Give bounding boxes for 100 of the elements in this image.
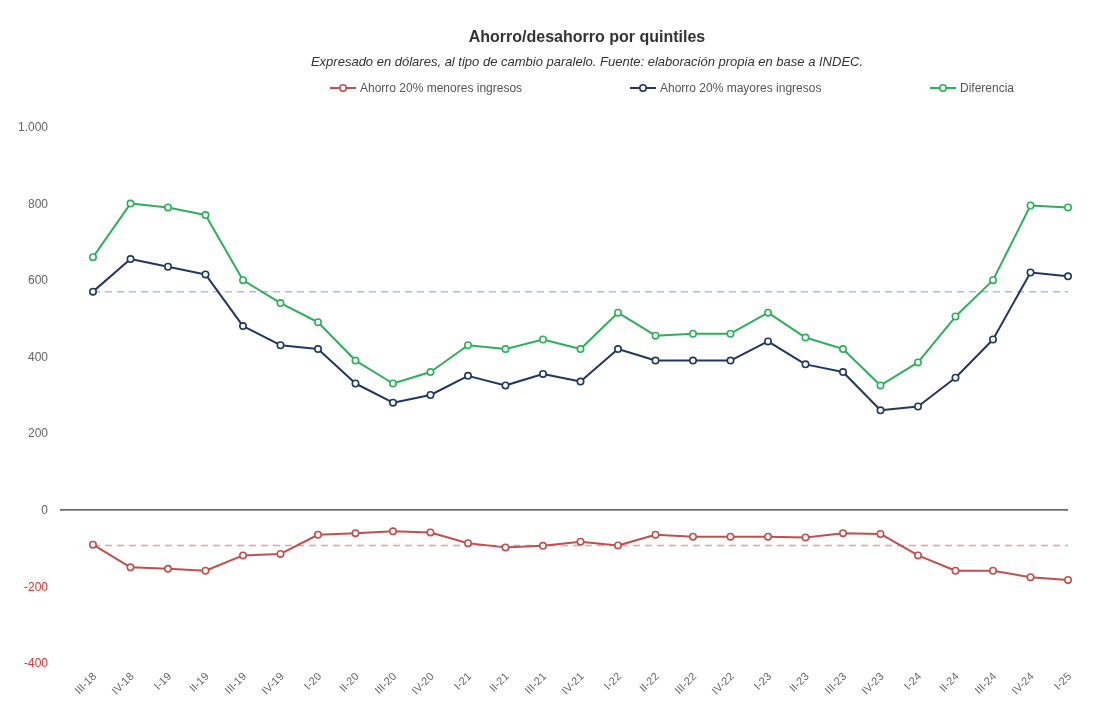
point xyxy=(876,529,885,538)
point xyxy=(164,203,172,212)
point xyxy=(351,529,360,538)
y-tick-label: 400 xyxy=(27,349,49,364)
point xyxy=(501,345,510,354)
point xyxy=(651,356,660,365)
point xyxy=(726,532,735,541)
point xyxy=(614,541,622,550)
y-tick-label: 1.000 xyxy=(17,120,49,135)
x-tick-label: I-19 xyxy=(151,669,174,692)
point xyxy=(1026,573,1035,582)
point xyxy=(989,335,997,344)
y-tick-label: -400 xyxy=(23,656,49,671)
point xyxy=(989,276,997,285)
x-tick-label: I-23 xyxy=(751,669,774,692)
point xyxy=(801,360,810,369)
point xyxy=(351,356,360,365)
point xyxy=(351,379,360,388)
point xyxy=(1026,201,1035,210)
point xyxy=(764,337,772,346)
x-tick-label: I-21 xyxy=(451,669,474,692)
point xyxy=(689,356,697,365)
point xyxy=(576,345,585,354)
y-tick-label: 600 xyxy=(27,273,49,288)
legend-label: Ahorro 20% mayores ingresos xyxy=(660,81,822,96)
point xyxy=(651,331,660,340)
point xyxy=(839,529,847,538)
point xyxy=(389,398,397,407)
x-tick-label: I-20 xyxy=(301,669,324,692)
point xyxy=(1026,268,1035,277)
point xyxy=(201,566,210,575)
chart-title: Ahorro/desahorro por quintiles xyxy=(468,28,706,45)
point xyxy=(801,333,810,342)
point xyxy=(576,537,585,546)
point xyxy=(201,211,210,220)
point xyxy=(989,566,997,575)
point xyxy=(539,369,547,378)
y-tick-label: 0 xyxy=(41,503,49,518)
point xyxy=(276,341,285,350)
point xyxy=(239,322,247,331)
point xyxy=(389,379,397,388)
point xyxy=(126,199,135,208)
point xyxy=(164,262,172,271)
point xyxy=(464,539,472,548)
point xyxy=(464,341,472,350)
x-tick-label: I-22 xyxy=(601,669,624,692)
point xyxy=(314,530,322,539)
y-tick-label: 800 xyxy=(27,196,49,211)
point xyxy=(126,563,135,572)
point xyxy=(576,377,585,386)
point xyxy=(1064,203,1072,212)
point xyxy=(951,312,960,321)
point xyxy=(164,564,172,573)
point xyxy=(501,543,510,552)
point xyxy=(89,253,97,262)
y-tick-label: 200 xyxy=(27,426,49,441)
x-tick-label: I-25 xyxy=(1051,669,1074,692)
point xyxy=(539,335,547,344)
point xyxy=(426,368,435,377)
point xyxy=(726,356,735,365)
chart-subtitle: Expresado en dólares, al tipo de cambio paralelo. Fuente: elaboración propia en base a INDEC. xyxy=(310,54,864,69)
point xyxy=(89,540,97,549)
legend-label: Diferencia xyxy=(960,81,1015,96)
point xyxy=(276,549,285,558)
point xyxy=(126,255,135,264)
point xyxy=(951,373,960,382)
point xyxy=(764,308,772,317)
point xyxy=(726,329,735,338)
legend-label: Ahorro 20% menores ingresos xyxy=(360,81,523,96)
point xyxy=(839,368,847,377)
point xyxy=(614,308,622,317)
point xyxy=(614,345,622,354)
point xyxy=(239,276,247,285)
point xyxy=(426,528,435,537)
point xyxy=(914,551,922,560)
point xyxy=(314,318,322,327)
point xyxy=(914,358,922,367)
point xyxy=(764,532,772,541)
point xyxy=(539,541,547,550)
point xyxy=(464,371,472,380)
point xyxy=(276,299,285,308)
point xyxy=(1064,575,1072,584)
y-tick-label: -200 xyxy=(23,579,49,594)
point xyxy=(876,381,885,390)
point xyxy=(1064,272,1072,281)
point xyxy=(876,406,885,415)
point xyxy=(801,533,810,542)
point xyxy=(201,270,210,279)
point xyxy=(389,527,397,536)
point xyxy=(501,381,510,390)
point xyxy=(314,345,322,354)
point xyxy=(651,530,660,539)
point xyxy=(951,566,960,575)
point xyxy=(426,391,435,399)
point xyxy=(914,402,922,411)
point xyxy=(239,551,247,560)
point xyxy=(89,287,97,296)
point xyxy=(689,329,697,338)
x-tick-label: I-24 xyxy=(901,669,924,692)
point xyxy=(689,532,697,541)
